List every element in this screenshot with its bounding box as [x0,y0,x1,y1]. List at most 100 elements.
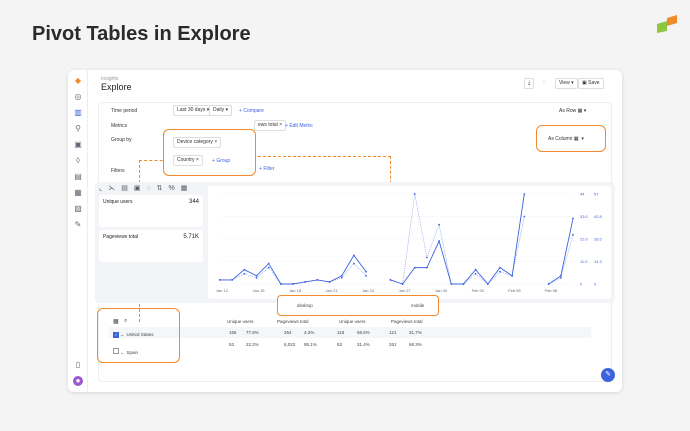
metric-card[interactable]: Pageviews total 5.71K [99,230,203,262]
y-tick-label-right: 28.5 [594,237,603,242]
as-column-label: As Column [548,136,573,142]
x-tick-label: Jan 15 [253,288,266,293]
time-range-select[interactable]: Last 30 days ▾ [173,105,214,116]
data-point [450,283,453,285]
edit-metric-button[interactable]: + Edit Metric [285,123,313,129]
lock-icon[interactable]: ⌂ [543,79,547,85]
group-chip-country[interactable]: Country × [173,155,203,166]
group-chip-label: Device category [177,139,213,145]
data-point [572,234,574,236]
save-label: Save [588,80,600,86]
data-point [486,283,489,285]
add-group-label: Group [216,158,231,164]
data-point [340,276,343,279]
data-point [413,266,416,269]
cell-percent: 95.1% [304,342,317,347]
data-point [426,256,428,259]
chart-type-toolbar[interactable]: ⌞⋋▤▣◌⇅%▦ [99,185,194,192]
as-column-select[interactable]: As Column ▦ ▾ [548,136,584,142]
table-row[interactable]: ⌄ Spain [113,348,138,356]
avatar[interactable]: ● [73,376,83,386]
x-tick-label: Jan 24 [362,288,375,293]
help-icon[interactable]: ▯ [75,360,81,369]
cell-percent: 77.8% [246,330,259,335]
display-mode-time[interactable]: As Row ▦ ▾ [559,108,587,114]
display-mode-label: As Row [559,108,577,114]
search-icon[interactable]: ⌕ [124,318,128,324]
download-button[interactable]: ⤓ [524,78,535,89]
page-title: Explore [101,82,132,92]
explore-icon[interactable]: ▥ [74,108,82,117]
data-point [328,281,331,283]
document-icon[interactable]: ▧ [74,204,82,213]
line-chart: 44 57 33.0 42.8 22.0 28.5 11.0 14.3 0 0 Jan 12 Jan … [216,192,603,294]
data-point [474,272,477,275]
metric-value: 5.71K [183,234,199,240]
group-chip-device[interactable]: Device category × [173,137,222,148]
y-tick-label: 44 [580,192,585,197]
data-point [547,283,550,285]
as-column-highlight[interactable]: As Column ▦ ▾ [536,125,606,152]
cell-value: 53 [337,342,343,347]
cell-value: 261 [389,342,397,347]
compare-button[interactable]: + Compare [239,108,264,114]
data-point [243,268,246,271]
data-point [559,276,562,279]
data-point [413,193,416,195]
column-groups-highlight: desktop mobile [277,295,439,316]
row-checkbox-checked[interactable]: ✓ [113,332,119,338]
report-icon[interactable]: ▤ [74,172,82,181]
cell-value: 166 [229,330,237,335]
data-point [316,279,319,281]
drop-icon[interactable]: ◊ [76,156,80,165]
add-filter-button[interactable]: + Filter [259,166,275,172]
assistant-button[interactable]: ✎ [601,368,615,382]
edit-metric-label: Edit Metric [289,123,313,129]
brand-logo [657,15,677,33]
table-row[interactable]: ✓ ⌄ United States [113,332,154,338]
app-logo-icon: ◆ [74,76,82,85]
brush-icon[interactable]: ✎ [74,220,82,229]
data-point [267,266,270,269]
column-header[interactable]: Unique users [339,319,366,324]
cell-percent: 68.6% [357,330,370,335]
table-icon[interactable]: ▦ [74,188,82,197]
column-header[interactable]: Pageviews total [391,319,423,324]
y-tick-label: 0 [580,282,583,287]
column-header[interactable]: Pageviews total [277,319,309,324]
metrics-label: Metrics [111,123,128,129]
pin-icon[interactable]: ⚲ [75,124,81,133]
view-dropdown[interactable]: View ▾ [555,78,578,89]
y-tick-label: 22.0 [580,237,589,242]
data-point [267,262,270,265]
column-group-mobile: mobile [411,303,425,308]
y-tick-label-right: 57 [594,192,599,197]
dashboard-icon[interactable]: ◎ [74,92,82,101]
cell-percent: 68.3% [409,342,422,347]
save-button[interactable]: ▣ Save [578,78,604,89]
breadcrumb[interactable]: Insights [101,76,119,82]
metric-card[interactable]: Unique users 344 [99,195,203,227]
cell-value: 6,022 [284,342,296,347]
row-label: United States [126,332,154,337]
row-header-highlight: ▦ ⌕ ✓ ⌄ United States ⌄ Spain [97,308,180,363]
metric-chip[interactable]: ews total × [254,120,287,131]
time-period-label: Time period [111,108,138,114]
cell-percent: 22.2% [246,342,259,347]
column-header[interactable]: Unique users [227,319,254,324]
data-point [365,274,367,277]
table-row[interactable] [109,327,591,338]
data-point [511,274,514,277]
layers-icon[interactable]: ▣ [74,140,82,149]
x-tick-label: Jan 30 [435,288,448,293]
series-line [220,254,367,285]
row-checkbox[interactable] [113,348,119,354]
table-settings-icon[interactable]: ▦ [113,319,119,325]
x-tick-label: Jan 27 [399,288,412,293]
data-point [499,270,501,273]
add-group-button[interactable]: + Group [212,158,231,164]
cell-percent: 4.2% [304,330,315,335]
query-panel: Time period Last 30 days ▾ Daily ▾ + Com… [95,102,615,382]
granularity-select[interactable]: Daily ▾ [209,105,233,116]
cell-value: 121 [389,330,397,335]
